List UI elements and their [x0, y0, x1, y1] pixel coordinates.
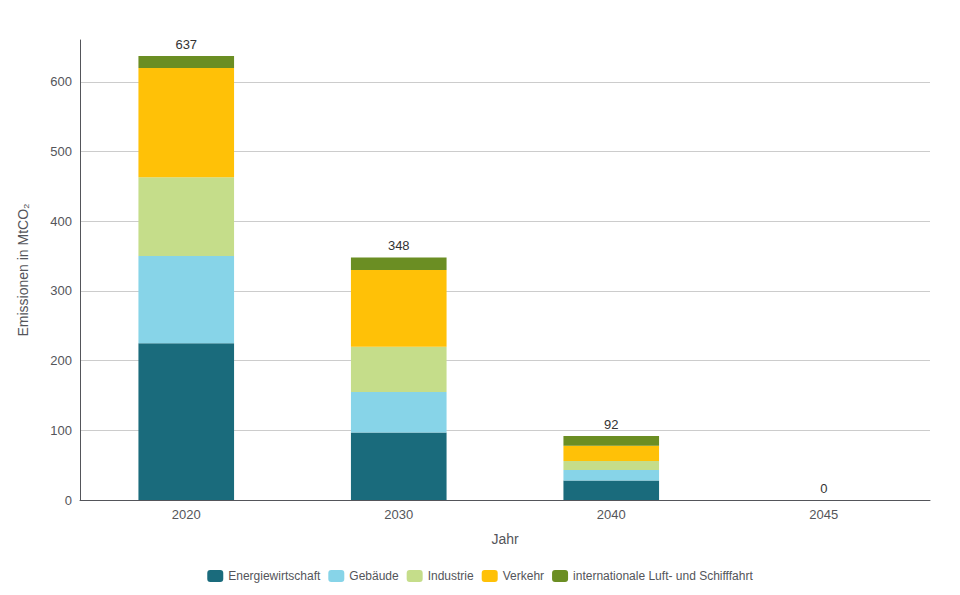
svg-text:500: 500 — [50, 144, 72, 159]
svg-text:Jahr: Jahr — [491, 531, 519, 547]
svg-text:300: 300 — [50, 283, 72, 298]
svg-text:200: 200 — [50, 353, 72, 368]
svg-text:Verkehr: Verkehr — [503, 569, 544, 583]
svg-text:100: 100 — [50, 423, 72, 438]
svg-text:internationale Luft- und Schif: internationale Luft- und Schifffahrt — [573, 569, 753, 583]
svg-text:Emissionen in MtCO₂: Emissionen in MtCO₂ — [15, 203, 31, 336]
svg-text:2040: 2040 — [597, 507, 626, 522]
svg-text:2020: 2020 — [172, 507, 201, 522]
svg-text:348: 348 — [388, 238, 410, 253]
svg-text:2045: 2045 — [809, 507, 838, 522]
svg-text:637: 637 — [175, 37, 197, 52]
svg-text:400: 400 — [50, 214, 72, 229]
svg-text:Energiewirtschaft: Energiewirtschaft — [228, 569, 321, 583]
svg-text:Gebäude: Gebäude — [349, 569, 399, 583]
svg-text:0: 0 — [820, 481, 827, 496]
svg-text:Industrie: Industrie — [428, 569, 474, 583]
svg-text:2030: 2030 — [384, 507, 413, 522]
svg-text:92: 92 — [604, 417, 618, 432]
svg-text:0: 0 — [65, 493, 72, 508]
svg-text:600: 600 — [50, 74, 72, 89]
